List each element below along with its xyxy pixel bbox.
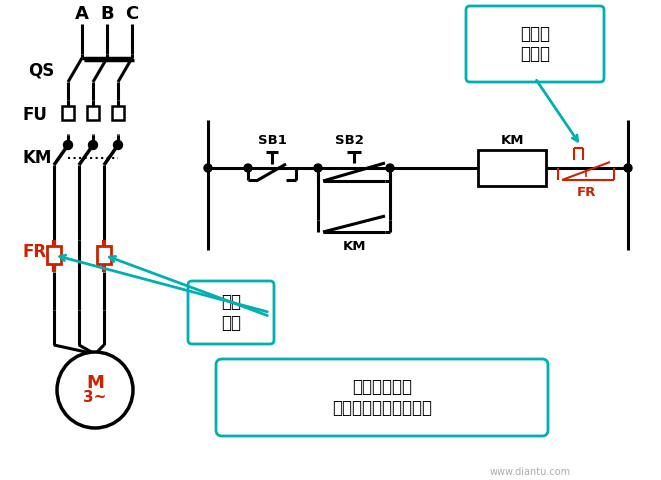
Circle shape [314, 164, 322, 172]
Text: 3~: 3~ [83, 391, 106, 406]
Circle shape [63, 141, 73, 149]
Text: A: A [75, 5, 89, 23]
FancyBboxPatch shape [188, 281, 274, 344]
Circle shape [624, 164, 632, 172]
Bar [478, 150, 546, 186]
Bar [47, 246, 61, 264]
Text: SB1: SB1 [258, 134, 286, 147]
FancyBboxPatch shape [216, 359, 548, 436]
Bar [87, 106, 99, 120]
Text: B: B [100, 5, 114, 23]
Bar [62, 106, 74, 120]
Circle shape [114, 141, 122, 149]
Circle shape [57, 352, 133, 428]
Text: KM: KM [342, 240, 366, 253]
FancyBboxPatch shape [466, 6, 604, 82]
Text: C: C [126, 5, 139, 23]
Text: 热继电
器触头: 热继电 器触头 [520, 24, 550, 63]
Bar [112, 106, 124, 120]
Text: FR: FR [22, 243, 46, 261]
Circle shape [386, 164, 394, 172]
Text: 发热
元件: 发热 元件 [221, 293, 241, 332]
Text: KM: KM [22, 149, 52, 167]
Text: KM: KM [500, 134, 524, 147]
Text: FU: FU [22, 106, 47, 124]
Text: FR: FR [576, 187, 596, 200]
Text: M: M [86, 374, 104, 392]
Text: www.diantu.com: www.diantu.com [490, 467, 571, 477]
Text: SB2: SB2 [334, 134, 364, 147]
Circle shape [244, 164, 252, 172]
Circle shape [204, 164, 212, 172]
Text: QS: QS [28, 61, 54, 79]
Text: 电流成回路，
只要接两相就可以了。: 电流成回路， 只要接两相就可以了。 [332, 378, 432, 417]
Circle shape [89, 141, 98, 149]
Bar [97, 246, 111, 264]
